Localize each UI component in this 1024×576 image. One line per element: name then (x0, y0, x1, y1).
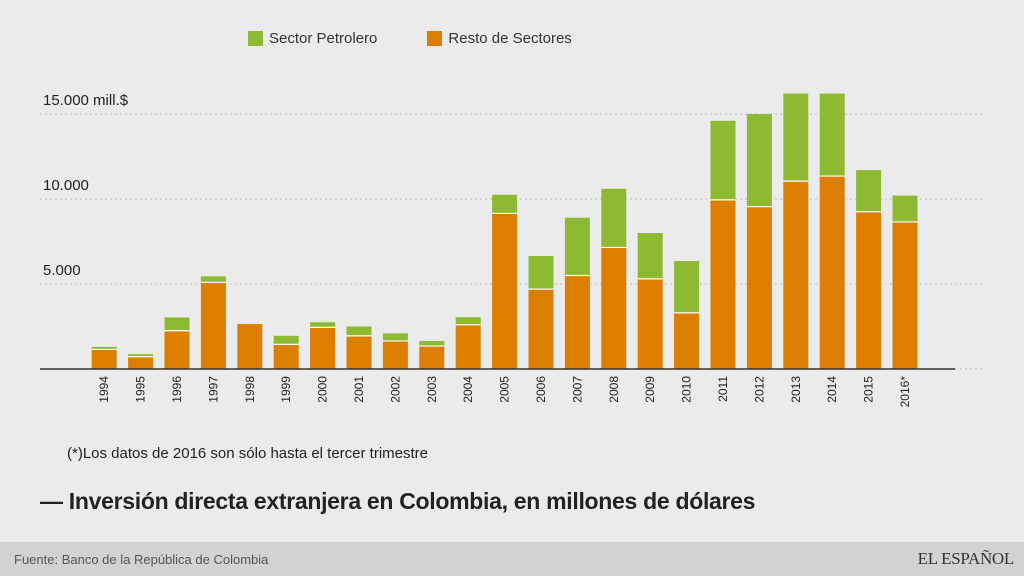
bar-petrolero-2015 (856, 170, 882, 212)
xtick-label-2000: 2000 (316, 376, 330, 403)
bar-resto-2005 (492, 213, 518, 369)
footnote: (*)Los datos de 2016 son sólo hasta el t… (67, 445, 429, 462)
bar-resto-1999 (273, 344, 299, 369)
bar-petrolero-2002 (382, 333, 408, 341)
bar-resto-2003 (419, 346, 445, 369)
bar-petrolero-2010 (674, 261, 700, 313)
bar-resto-2004 (455, 324, 481, 369)
bar-petrolero-2012 (746, 114, 772, 207)
xtick-label-2001: 2001 (352, 376, 366, 403)
bar-resto-2007 (564, 275, 590, 369)
xtick-label-2008: 2008 (607, 376, 621, 403)
legend-label-petrolero: Sector Petrolero (269, 30, 378, 47)
bar-resto-2014 (819, 176, 845, 369)
bar-resto-1997 (200, 282, 226, 369)
xtick-label-2003: 2003 (425, 376, 439, 403)
xtick-label-1999: 1999 (279, 376, 293, 403)
bar-petrolero-1995 (128, 354, 154, 357)
xtick-label-2013: 2013 (789, 376, 803, 403)
bar-resto-1996 (164, 330, 190, 369)
xtick-label-2011: 2011 (716, 376, 730, 402)
bar-petrolero-2005 (492, 194, 518, 214)
bar-petrolero-2006 (528, 255, 554, 290)
xtick-label-1996: 1996 (170, 376, 184, 403)
source-text: Fuente: Banco de la República de Colombi… (14, 552, 269, 567)
bar-resto-1994 (91, 349, 117, 369)
legend-swatch-petrolero (248, 31, 263, 46)
bar-resto-2013 (783, 181, 809, 369)
bar-resto-2010 (674, 312, 700, 369)
bar-petrolero-2009 (637, 233, 663, 279)
bar-resto-2000 (310, 327, 336, 369)
bar-resto-2008 (601, 247, 627, 369)
bar-petrolero-2004 (455, 317, 481, 325)
legend-item-petrolero[interactable]: Sector Petrolero (248, 30, 377, 47)
bar-resto-2006 (528, 289, 554, 369)
footer-bar: Fuente: Banco de la República de Colombi… (0, 542, 1024, 576)
xtick-label-1995: 1995 (134, 376, 148, 403)
legend: Sector Petrolero Resto de Sectores (248, 30, 572, 47)
bar-petrolero-2001 (346, 326, 372, 336)
bar-resto-2002 (382, 340, 408, 369)
xtick-label-1994: 1994 (97, 376, 111, 403)
xtick-label-2004: 2004 (461, 376, 475, 403)
bar-resto-2015 (856, 211, 882, 369)
bar-petrolero-2013 (783, 93, 809, 182)
xtick-label-1997: 1997 (206, 376, 220, 403)
ytick-label-1: 10.000 (43, 177, 89, 194)
bar-resto-1998 (237, 323, 263, 369)
xtick-label-2012: 2012 (752, 376, 766, 403)
bar-resto-2011 (710, 199, 736, 369)
ytick-label-0: 5.000 (43, 262, 81, 279)
bar-petrolero-1994 (91, 346, 117, 350)
bar-resto-1995 (128, 356, 154, 369)
bar-petrolero-2000 (310, 322, 336, 328)
bar-petrolero-2014 (819, 93, 845, 177)
bar-petrolero-2008 (601, 188, 627, 248)
legend-label-resto: Resto de Sectores (448, 30, 572, 47)
xtick-label-2006: 2006 (534, 376, 548, 403)
bar-petrolero-2011 (710, 120, 736, 200)
bar-petrolero-1997 (200, 276, 226, 283)
bar-resto-2012 (746, 206, 772, 369)
ytick-label-2: 15.000 mill.$ (43, 92, 129, 109)
bar-petrolero-2007 (564, 217, 590, 276)
chart-title: — Inversión directa extranjera en Colomb… (40, 488, 756, 514)
bar-resto-2001 (346, 335, 372, 369)
bar-petrolero-1999 (273, 335, 299, 345)
bar-petrolero-1996 (164, 317, 190, 331)
legend-swatch-resto (427, 31, 443, 46)
xtick-label-1998: 1998 (243, 376, 257, 403)
xtick-label-2016*: 2016* (898, 376, 912, 408)
legend-item-resto[interactable]: Resto de Sectores (427, 30, 572, 47)
xtick-label-2015: 2015 (862, 376, 876, 403)
xtick-label-2014: 2014 (825, 376, 839, 403)
xtick-label-2002: 2002 (388, 376, 402, 403)
xtick-label-2010: 2010 (680, 376, 694, 403)
bar-chart: 5.000 10.000 15.000 mill.$ 1994 1995 1996 1997… (40, 92, 985, 408)
bar-resto-2016* (892, 221, 918, 369)
bar-petrolero-2016* (892, 195, 918, 222)
bar-petrolero-2003 (419, 340, 445, 347)
el-espanol-logo: EL ESPAÑOL (917, 549, 1015, 568)
xtick-label-2005: 2005 (498, 376, 512, 403)
xtick-label-2007: 2007 (570, 376, 584, 403)
bar-resto-2009 (637, 278, 663, 369)
xtick-label-2009: 2009 (643, 376, 657, 403)
